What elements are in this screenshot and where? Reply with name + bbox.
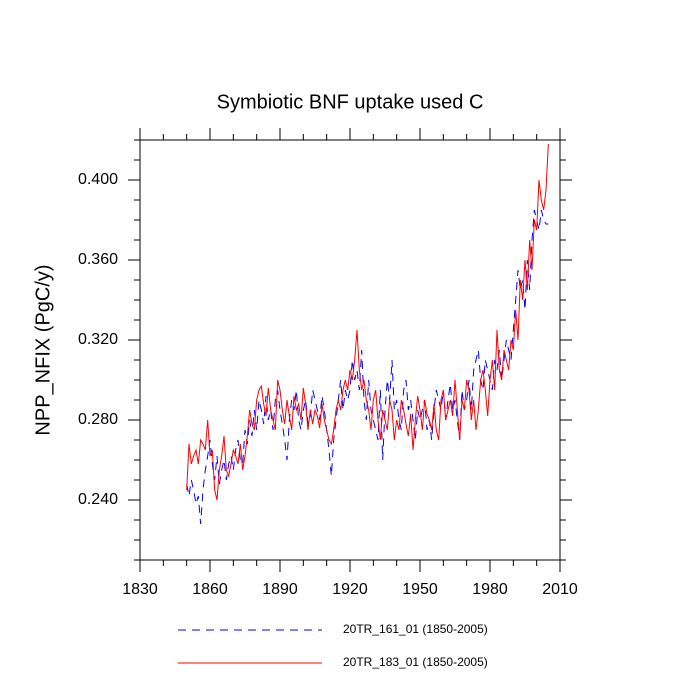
series-line <box>186 209 549 525</box>
x-tick-label: 1950 <box>402 581 438 598</box>
x-tick-label: 2010 <box>542 581 578 598</box>
chart-title: Symbiotic BNF uptake used C <box>217 91 484 113</box>
y-tick-label: 0.360 <box>78 251 118 268</box>
y-tick-label: 0.400 <box>78 171 118 188</box>
x-tick-label: 1830 <box>122 581 158 598</box>
y-tick-label: 0.320 <box>78 331 118 348</box>
x-tick-label: 1860 <box>192 581 228 598</box>
legend-label: 20TR_183_01 (1850-2005) <box>343 655 488 669</box>
y-axis-label: NPP_NFIX (PgC/y) <box>32 264 54 435</box>
x-tick-label: 1980 <box>472 581 508 598</box>
series-line <box>186 143 549 501</box>
x-tick-label: 1890 <box>262 581 298 598</box>
x-tick-label: 1920 <box>332 581 368 598</box>
y-tick-label: 0.240 <box>78 491 118 508</box>
y-tick-label: 0.280 <box>78 411 118 428</box>
legend-label: 20TR_161_01 (1850-2005) <box>343 622 488 636</box>
